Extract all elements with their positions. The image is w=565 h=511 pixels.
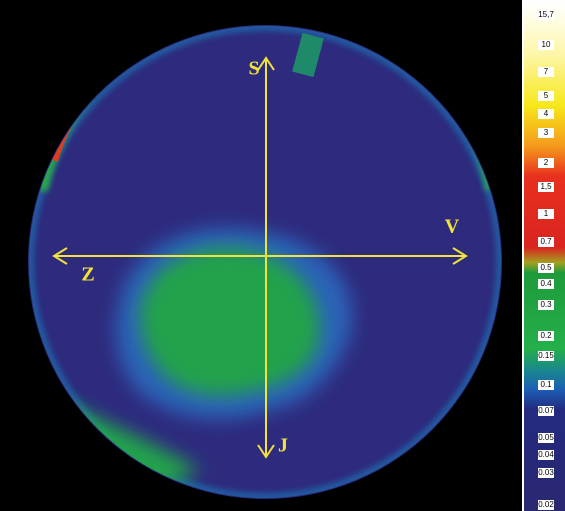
direction-label: J: [278, 435, 288, 457]
direction-label: S: [248, 58, 259, 80]
scale-label: 0.05: [538, 433, 554, 442]
scale-label: 1,5: [540, 182, 552, 191]
scale-label: 2: [544, 158, 549, 167]
scale-label: 0.02: [538, 500, 554, 509]
scale-label: 7: [544, 67, 549, 76]
scale-label: 1: [544, 209, 549, 218]
scale-label: 0.04: [538, 450, 554, 459]
scale-label: 0.15: [538, 351, 554, 360]
scale-label: 0.7: [540, 237, 552, 246]
scale-label: 0.03: [538, 468, 554, 477]
scale-label: 0.2: [540, 331, 552, 340]
scale-label: 0.5: [540, 263, 552, 272]
direction-label: V: [445, 216, 460, 238]
scale-label: 0.4: [540, 279, 552, 288]
scale-label: 4: [544, 109, 549, 118]
sky-map: S V Z J 15,7 10 7 5 4 3 2 1,5 1 0.7 0.5 0.4 0.3 0.2 0.…: [0, 0, 565, 511]
scale-label: 0.1: [540, 380, 552, 389]
scale-label: 15,7: [538, 10, 554, 19]
scale-label: 0.07: [538, 406, 554, 415]
scale-label: 0.3: [540, 300, 552, 309]
scale-label: 5: [544, 91, 549, 100]
scale-label: 3: [544, 128, 549, 137]
scale-label: 10: [542, 40, 551, 49]
direction-label: Z: [81, 264, 94, 286]
